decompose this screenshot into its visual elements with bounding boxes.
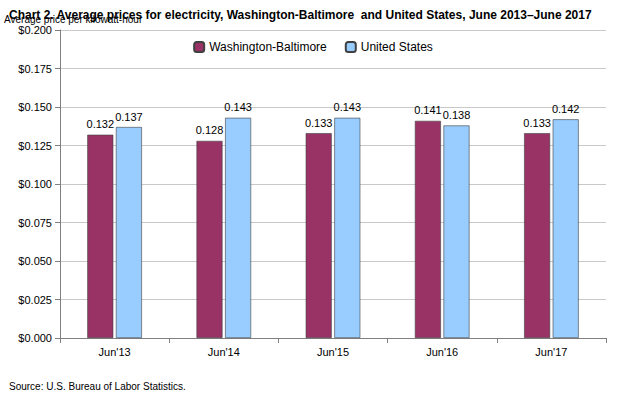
svg-text:Washington-Baltimore: Washington-Baltimore	[209, 40, 327, 54]
svg-text:Chart 2. Average prices for el: Chart 2. Average prices for electricity,…	[9, 8, 592, 22]
svg-text:Source: U.S. Bureau of Labor S: Source: U.S. Bureau of Labor Statistics.	[9, 381, 186, 392]
svg-text:0.142: 0.142	[552, 103, 580, 115]
svg-text:0.137: 0.137	[115, 111, 143, 123]
svg-text:Jun'16: Jun'16	[426, 346, 458, 358]
svg-text:Jun'14: Jun'14	[208, 346, 240, 358]
svg-text:0.133: 0.133	[305, 117, 333, 129]
svg-text:United States: United States	[361, 40, 433, 54]
svg-text:0.138: 0.138	[443, 109, 471, 121]
svg-text:Jun'17: Jun'17	[535, 346, 567, 358]
svg-text:$0.175: $0.175	[18, 63, 52, 75]
svg-text:0.143: 0.143	[334, 101, 362, 113]
svg-text:0.143: 0.143	[224, 101, 252, 113]
svg-text:$0.150: $0.150	[18, 101, 52, 113]
svg-text:0.132: 0.132	[87, 118, 115, 130]
svg-text:Jun'13: Jun'13	[99, 346, 131, 358]
svg-text:$0.025: $0.025	[18, 294, 52, 306]
svg-text:0.141: 0.141	[414, 104, 442, 116]
svg-text:0.128: 0.128	[196, 124, 224, 136]
svg-text:0.133: 0.133	[523, 117, 551, 129]
svg-text:$0.000: $0.000	[18, 332, 52, 344]
svg-text:$0.075: $0.075	[18, 217, 52, 229]
svg-text:$0.200: $0.200	[18, 24, 52, 36]
svg-text:Jun'15: Jun'15	[317, 346, 349, 358]
svg-text:$0.100: $0.100	[18, 178, 52, 190]
svg-text:$0.050: $0.050	[18, 255, 52, 267]
svg-text:$0.125: $0.125	[18, 140, 52, 152]
